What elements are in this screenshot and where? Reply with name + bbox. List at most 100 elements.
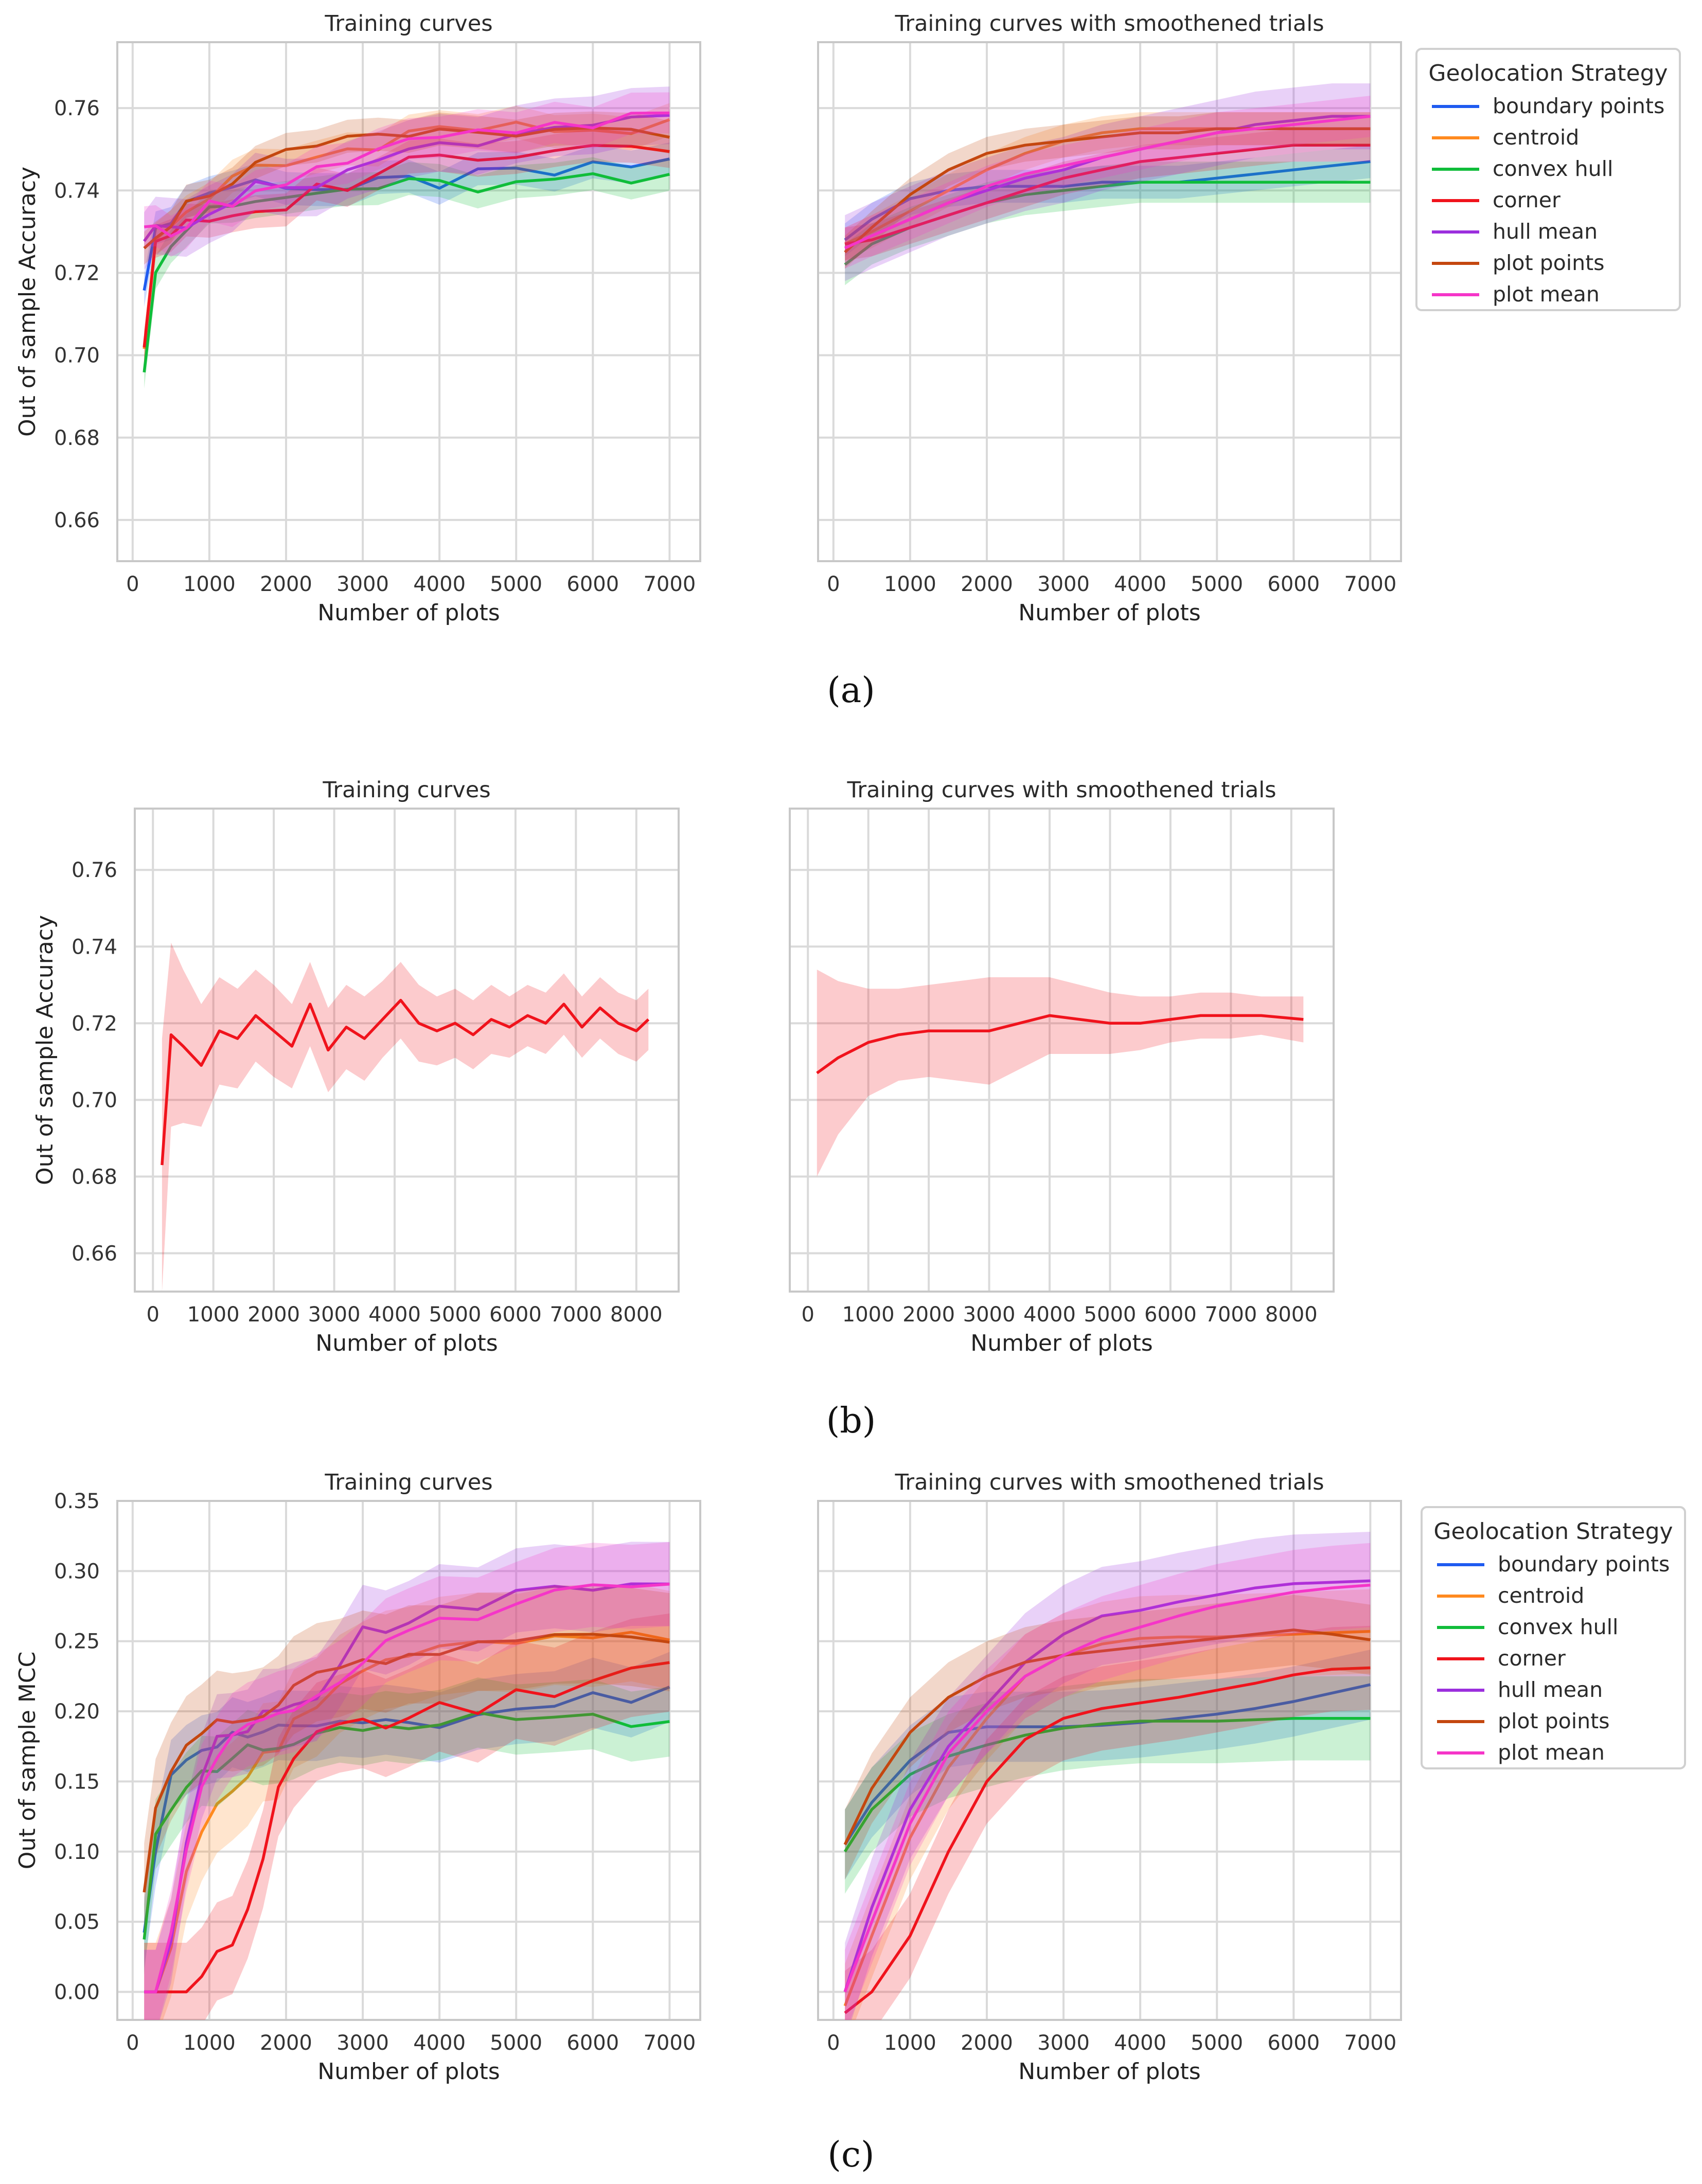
legend-item-centroid: centroid bbox=[1493, 125, 1579, 150]
confidence-band-hull-mean bbox=[845, 83, 1371, 281]
x-tick-label: 5000 bbox=[429, 1303, 482, 1327]
series-line-corner bbox=[143, 144, 670, 348]
confidence-band-plot-mean bbox=[144, 92, 670, 257]
x-tick-label: 5000 bbox=[490, 572, 542, 596]
legend-item-convex-hull: convex hull bbox=[1493, 156, 1613, 181]
y-tick-label: 0.15 bbox=[54, 1770, 100, 1794]
chart-title: Training curves bbox=[322, 777, 490, 803]
y-tick-label: 0.35 bbox=[54, 1490, 100, 1513]
series-line-boundary-points bbox=[844, 160, 1371, 241]
x-tick-label: 0 bbox=[802, 1303, 814, 1327]
y-tick-label: 0.76 bbox=[72, 858, 117, 882]
plot-frame bbox=[817, 1500, 1402, 2021]
x-tick-label: 5000 bbox=[490, 2031, 542, 2055]
x-tick-label: 6000 bbox=[1267, 2031, 1320, 2055]
legend-item-plot-points: plot points bbox=[1498, 1709, 1610, 1733]
confidence-band-corner bbox=[144, 129, 670, 364]
confidence-band-plot-mean bbox=[845, 1543, 1371, 2020]
legend-item-hull-mean: hull mean bbox=[1493, 219, 1598, 244]
series-line-corner bbox=[844, 144, 1371, 246]
x-tick-label: 6000 bbox=[566, 2031, 619, 2055]
chart-title: Training curves bbox=[324, 11, 492, 37]
confidence-band-corner bbox=[845, 129, 1371, 261]
series-line-plot-mean bbox=[844, 115, 1371, 249]
x-tick-label: 1000 bbox=[884, 2031, 936, 2055]
confidence-band-hull-mean bbox=[845, 1532, 1371, 2020]
confidence-band-hull-mean bbox=[144, 1542, 670, 2020]
x-tick-label: 3000 bbox=[1037, 572, 1090, 596]
y-tick-label: 0.66 bbox=[54, 509, 100, 532]
series-line-centroid bbox=[843, 1630, 1371, 2007]
chart-panel-b-right: 0 1000 2000 3000 4000 5000 6000 7000 8000 Trainin… bbox=[789, 777, 1335, 1356]
x-axis-label: Number of plots bbox=[970, 1330, 1153, 1356]
y-tick-label: 0.10 bbox=[54, 1840, 100, 1864]
legend-item-plot-mean: plot mean bbox=[1498, 1740, 1605, 1765]
confidence-band-plot-mean bbox=[144, 1542, 670, 2020]
x-tick-label: 7000 bbox=[549, 1303, 602, 1327]
x-tick-label: 1000 bbox=[842, 1303, 895, 1327]
x-tick-label: 2000 bbox=[961, 572, 1013, 596]
confidence-band-boundary-points bbox=[144, 142, 670, 307]
plot-area bbox=[143, 86, 670, 389]
y-tick-label: 0.72 bbox=[54, 261, 100, 285]
confidence-band-convex-hull bbox=[144, 1677, 670, 1975]
legend-item-convex-hull: convex hull bbox=[1498, 1615, 1618, 1639]
legend-box bbox=[1421, 1506, 1686, 1769]
x-tick-label: 4000 bbox=[368, 1303, 421, 1327]
y-tick-label: 0.76 bbox=[54, 97, 100, 120]
plot-area bbox=[843, 1532, 1371, 2020]
series-line-corner bbox=[144, 1661, 670, 1994]
caption-a: (a) bbox=[827, 670, 875, 711]
series-line-plot-points bbox=[143, 1633, 670, 1893]
x-tick-label: 6000 bbox=[1144, 1303, 1197, 1327]
x-tick-label: 6000 bbox=[566, 572, 619, 596]
legend-item-plot-points: plot points bbox=[1493, 250, 1605, 275]
x-tick-label: 2000 bbox=[260, 572, 312, 596]
x-tick-label: 0 bbox=[147, 1303, 159, 1327]
caption-b: (b) bbox=[826, 1401, 876, 1441]
y-tick-label: 0.66 bbox=[72, 1242, 117, 1265]
x-tick-label: 7000 bbox=[643, 2031, 696, 2055]
series-line-plot-mean bbox=[144, 111, 670, 238]
x-tick-label: 5000 bbox=[1191, 2031, 1243, 2055]
legend-item-boundary-points: boundary points bbox=[1498, 1552, 1670, 1577]
x-tick-label: 3000 bbox=[308, 1303, 361, 1327]
x-tick-label: 6000 bbox=[1267, 572, 1320, 596]
y-tick-label: 0.25 bbox=[54, 1630, 100, 1654]
x-tick-label: 0 bbox=[827, 572, 840, 596]
series-line-boundary-points bbox=[143, 1686, 670, 1933]
y-tick-label: 0.68 bbox=[54, 426, 100, 450]
chart-panel-c-left: 0 1000 2000 3000 4000 5000 6000 7000 0.00 0.05 0.1… bbox=[14, 1470, 701, 2085]
plot-area bbox=[161, 942, 650, 1292]
x-tick-label: 3000 bbox=[336, 572, 389, 596]
series-line-corner bbox=[161, 998, 650, 1166]
plot-frame bbox=[116, 1500, 701, 2021]
chart-panel-b-left: 0 1000 2000 3000 4000 5000 6000 7000 8000 0.66 0.6… bbox=[32, 777, 680, 1356]
x-tick-label: 3000 bbox=[336, 2031, 389, 2055]
legend-item-plot-mean: plot mean bbox=[1493, 282, 1600, 307]
y-axis-label: Out of sample Accuracy bbox=[14, 167, 41, 437]
chart-panel-c-right: 0 1000 2000 3000 4000 5000 6000 7000 Training cu… bbox=[817, 1470, 1686, 2085]
x-axis-label: Number of plots bbox=[317, 2058, 500, 2085]
plot-area bbox=[816, 970, 1304, 1177]
x-axis-label: Number of plots bbox=[317, 600, 500, 626]
confidence-band-plot-points bbox=[144, 111, 670, 265]
series-line-plot-points bbox=[843, 1628, 1371, 1846]
x-tick-label: 4000 bbox=[413, 2031, 466, 2055]
series-line-convex-hull bbox=[843, 1716, 1371, 1853]
x-tick-label: 7000 bbox=[1204, 1303, 1257, 1327]
x-tick-label: 0 bbox=[126, 2031, 139, 2055]
y-tick-label: 0.30 bbox=[54, 1560, 100, 1583]
confidence-band-centroid bbox=[845, 112, 1371, 261]
plot-frame bbox=[116, 41, 701, 562]
y-axis-label: Out of sample MCC bbox=[14, 1652, 41, 1870]
confidence-band-boundary-points bbox=[845, 1650, 1371, 1880]
x-tick-label: 0 bbox=[126, 572, 139, 596]
chart-title: Training curves with smoothened trials bbox=[846, 777, 1276, 803]
series-line-plot-points bbox=[844, 127, 1371, 254]
confidence-band-plot-points bbox=[144, 1585, 670, 1942]
x-tick-label: 1000 bbox=[183, 572, 236, 596]
y-tick-label: 0.05 bbox=[54, 1910, 100, 1934]
y-tick-label: 0.70 bbox=[54, 344, 100, 368]
